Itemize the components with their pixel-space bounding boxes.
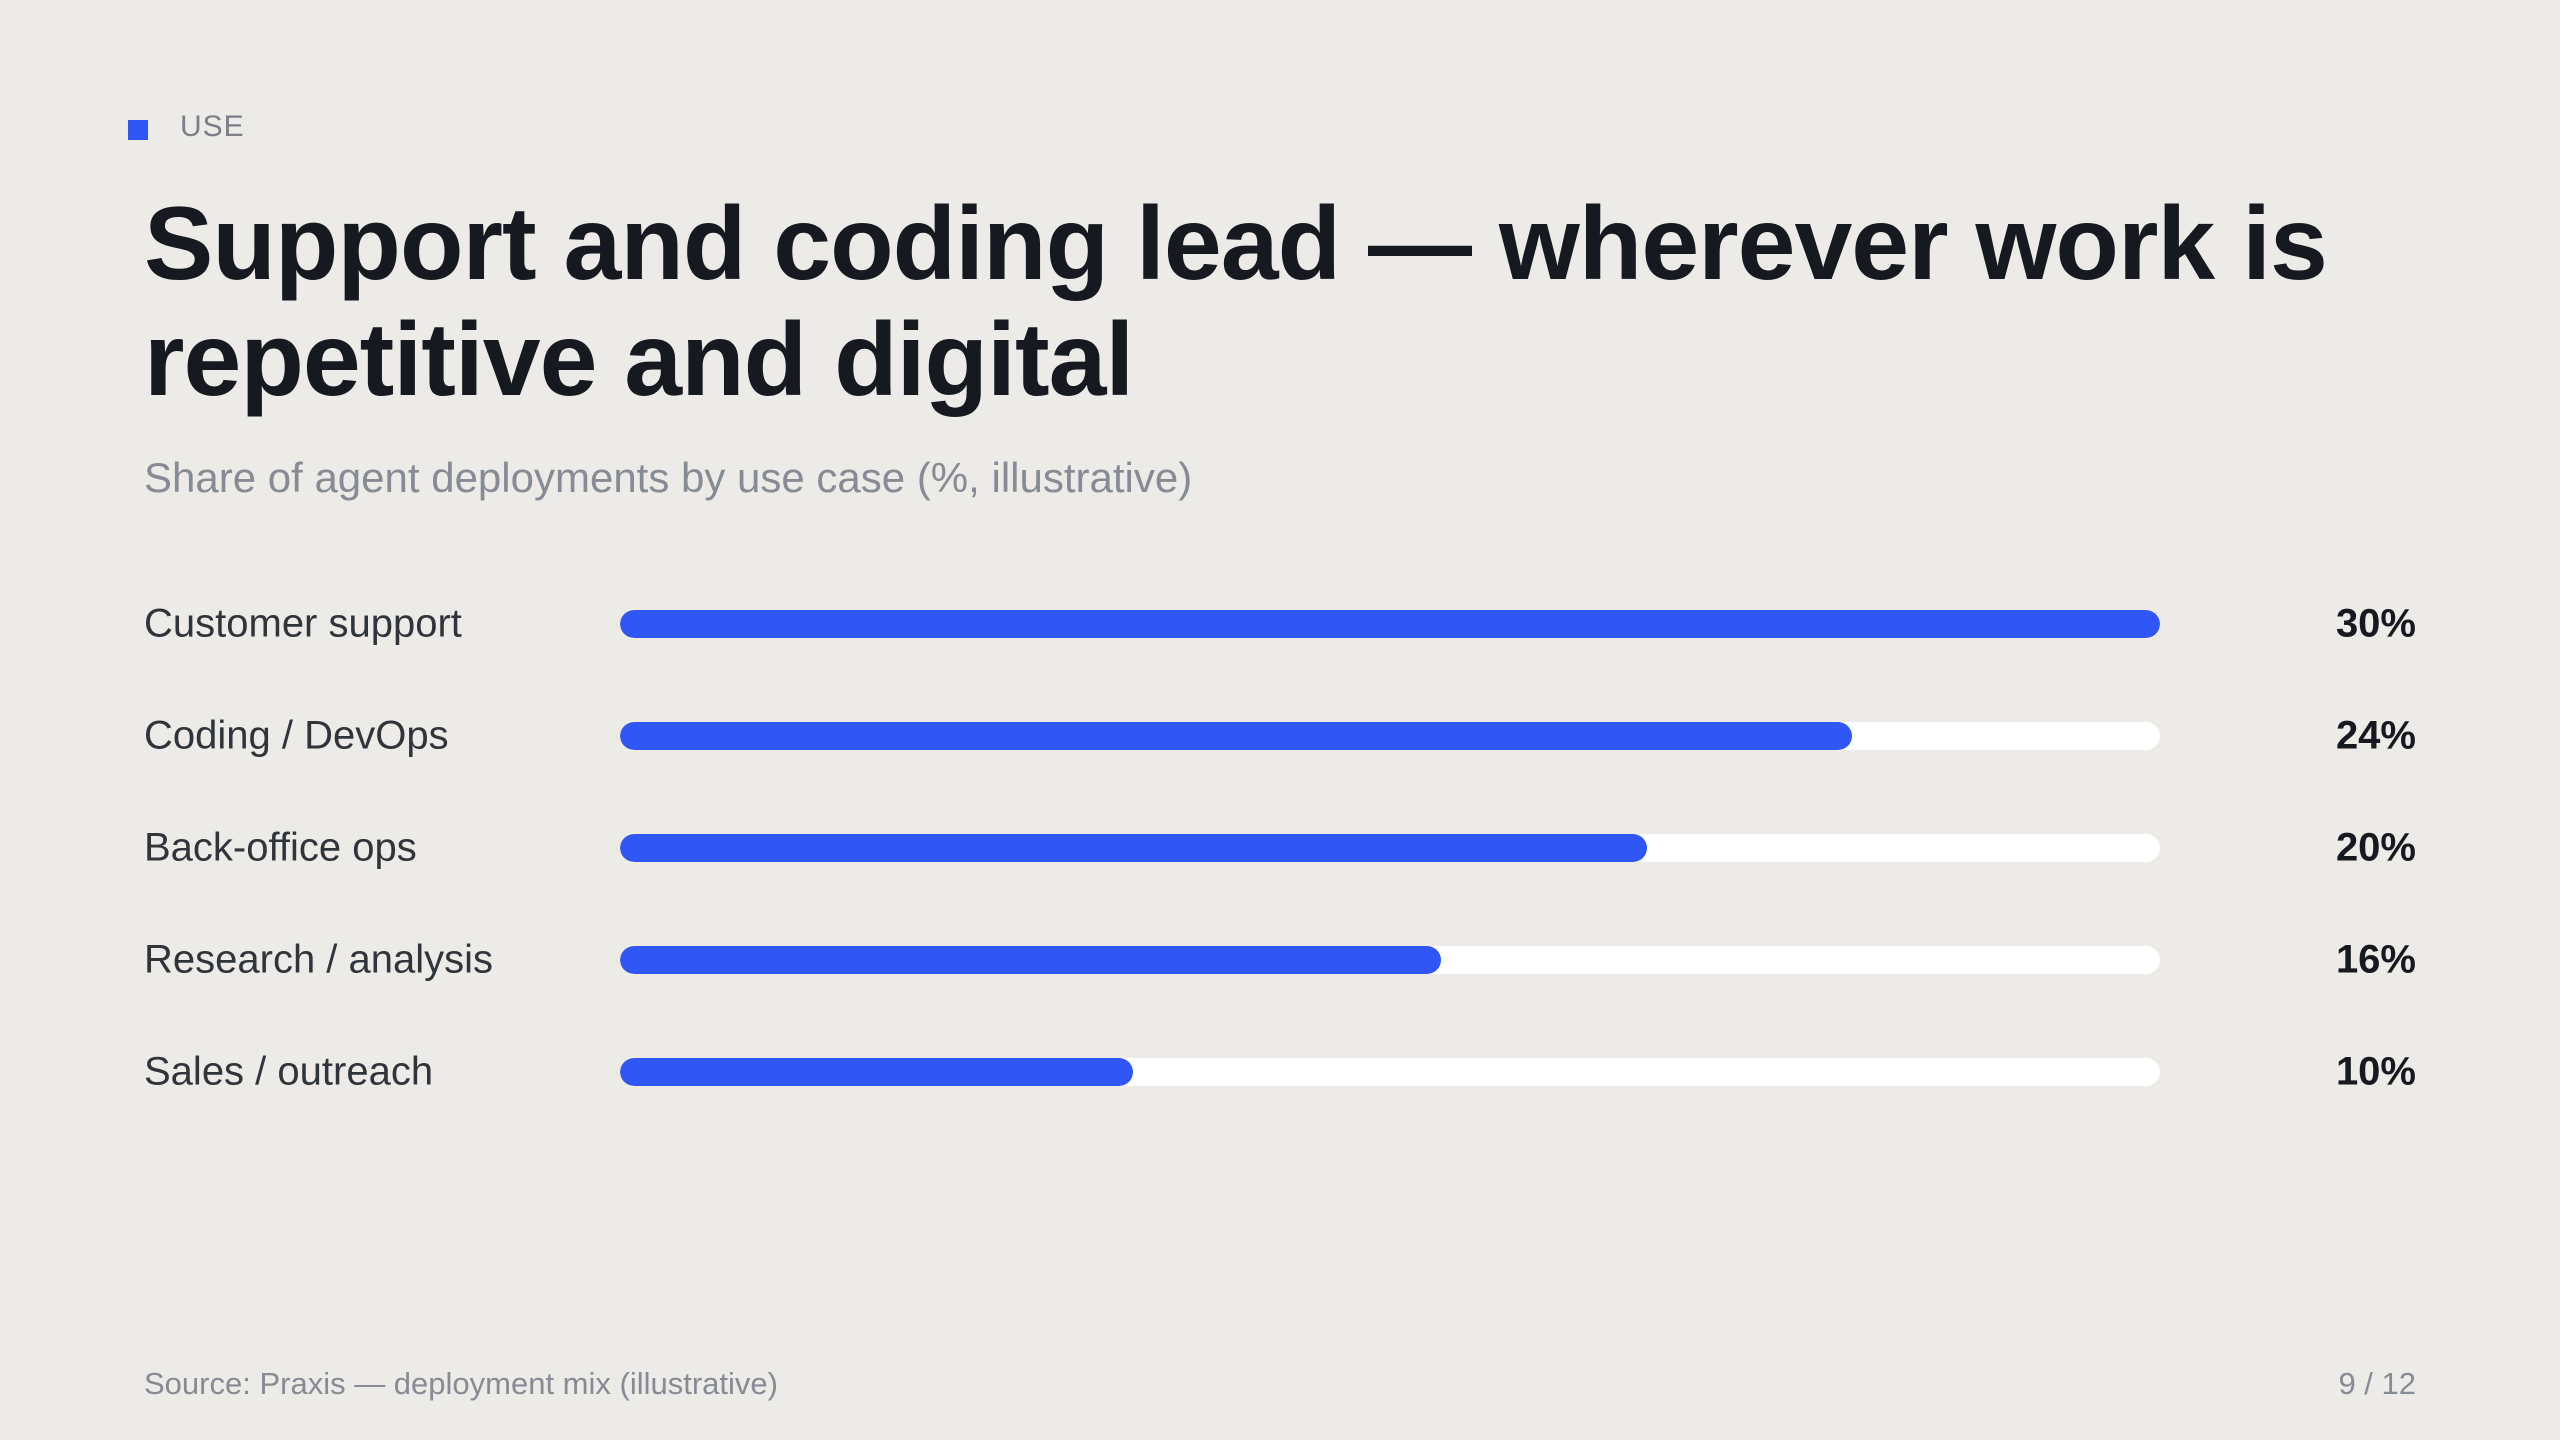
- bar-value-label: 10%: [2335, 1049, 2416, 1094]
- bar: [620, 834, 1647, 862]
- bar-track: [620, 946, 2160, 974]
- bar-category-label: Coding / DevOps: [144, 713, 449, 758]
- accent-square-icon: [128, 120, 148, 140]
- chart-subtitle: Share of agent deployments by use case (…: [144, 454, 1193, 501]
- bar-track: [620, 610, 2160, 638]
- section-eyebrow: USE: [128, 110, 245, 144]
- section-label: USE: [180, 110, 245, 143]
- bar: [620, 722, 1852, 750]
- slide-title: Support and coding lead — wherever work …: [144, 186, 2328, 418]
- bar-track: [620, 722, 2160, 750]
- bar-track: [620, 1058, 2160, 1086]
- bar-category-label: Sales / outreach: [144, 1049, 434, 1094]
- bar: [620, 946, 1442, 974]
- bar-value-label: 30%: [2335, 601, 2416, 646]
- bar-category-label: Back-office ops: [144, 825, 417, 870]
- bar-value-label: 16%: [2335, 937, 2416, 982]
- bar: [620, 610, 2160, 638]
- bar-value-label: 20%: [2335, 825, 2416, 870]
- page-number: 9 / 12: [2338, 1366, 2416, 1401]
- bar-category-label: Research / analysis: [144, 937, 494, 982]
- bar-track: [620, 834, 2160, 862]
- bar-category-label: Customer support: [144, 601, 462, 646]
- bar: [620, 1058, 1134, 1086]
- source-note: Source: Praxis — deployment mix (illustr…: [144, 1366, 778, 1401]
- bar-value-label: 24%: [2335, 713, 2416, 758]
